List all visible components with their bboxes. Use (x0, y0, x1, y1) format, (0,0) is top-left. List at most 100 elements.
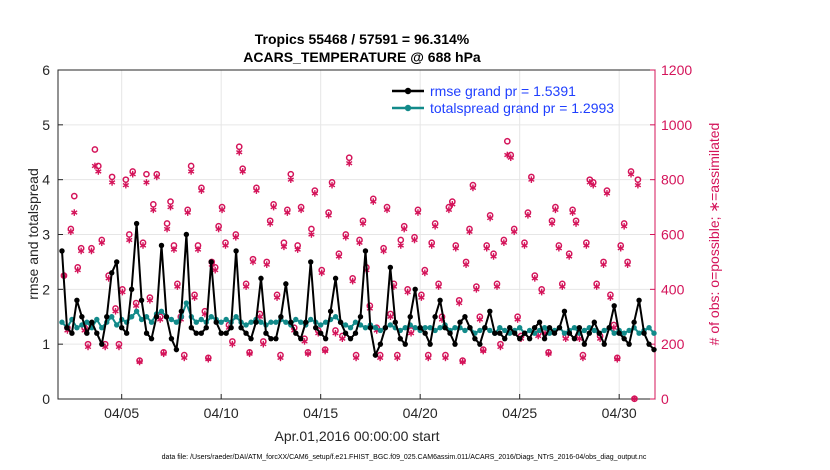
obs-assimilated-point-2 (67, 228, 75, 236)
rmse-point-24 (178, 308, 185, 314)
obs-assimilated-point-62 (273, 294, 281, 301)
obs-assimilated-point-24 (143, 179, 150, 186)
obs-assimilated-point-29 (160, 350, 167, 358)
obs-assimilated-point-117 (462, 261, 470, 268)
obs-assimilated-point-136 (528, 176, 535, 183)
obs-assimilated-point-163 (620, 222, 628, 230)
obs-assimilated-point-53 (242, 283, 250, 290)
chart-title-line-2: ACARS_TEMPERATURE @ 688 hPa (243, 49, 481, 65)
y-tick-label-3: 3 (42, 227, 50, 243)
rmse-point-118 (646, 341, 652, 347)
obs-assimilated-point-95 (387, 313, 394, 321)
rmse-point-33 (223, 330, 229, 336)
obs-assimilated-point-116 (459, 358, 466, 366)
rmse-point-6 (89, 319, 95, 325)
rmse-point-69 (402, 341, 408, 347)
rmse-point-110 (606, 325, 612, 331)
rmse-point-76 (437, 297, 443, 303)
obs-assimilated-point-109 (435, 283, 442, 290)
rmse-point-71 (412, 286, 418, 293)
spread-point-114 (626, 327, 632, 334)
spread-point-63 (372, 325, 379, 331)
spread-point-48 (298, 319, 304, 325)
footer-data-file: data file: /Users/raeder/DAI/ATM_forcXX/… (162, 454, 647, 461)
rmse-point-59 (352, 330, 359, 336)
obs-assimilated-point-143 (552, 206, 559, 214)
rmse-point-52 (317, 330, 324, 336)
rmse-point-108 (596, 330, 602, 336)
rmse-point-104 (576, 325, 583, 331)
rmse-point-31 (213, 319, 219, 325)
spread-point-116 (636, 330, 642, 336)
obs-possible-point-3 (70, 192, 78, 200)
rmse-point-77 (442, 325, 448, 331)
obs-assimilated-point-125 (490, 253, 497, 260)
obs-assimilated-point-54 (246, 350, 253, 358)
obs-assimilated-point-141 (545, 350, 552, 358)
obs-assimilated-point-145 (559, 283, 566, 290)
rmse-point-27 (193, 330, 200, 336)
spread-point-20 (158, 308, 165, 314)
rmse-point-100 (556, 325, 563, 331)
rmse-point-119 (651, 346, 657, 353)
legend-spread-label: totalspread grand pr = 1.2993 (430, 100, 614, 116)
spread-point-8 (99, 325, 105, 331)
obs-possible-point-129 (503, 137, 511, 145)
obs-assimilated-point-21 (132, 302, 140, 310)
rmse-point-5 (84, 330, 90, 336)
grid-lines (58, 70, 655, 399)
rmse-point-98 (546, 325, 553, 331)
spread-point-105 (581, 327, 588, 334)
legend-rmse-marker (404, 87, 412, 95)
spread-point-22 (168, 316, 175, 323)
obs-assimilated-point-114 (452, 244, 459, 252)
obs-assimilated-point-8 (88, 247, 95, 255)
spread-point-109 (601, 327, 607, 334)
rmse-point-102 (566, 330, 573, 336)
obs-assimilated-point-132 (514, 316, 521, 323)
x-tick-label-1: 04/10 (204, 405, 239, 421)
obs-assimilated-point-112 (445, 206, 453, 214)
rmse-point-40 (258, 275, 264, 282)
spread-point-94 (526, 327, 533, 334)
obs-assimilated-point-139 (538, 288, 545, 296)
spread-point-23 (173, 319, 180, 325)
obs-assimilated-point-51 (236, 148, 243, 156)
rmse-point-3 (74, 297, 80, 303)
rmse-point-20 (158, 242, 165, 249)
rmse-point-84 (477, 341, 483, 347)
rmse-point-21 (163, 314, 170, 320)
obs-assimilated-point-75 (318, 269, 325, 277)
obs-assimilated-point-149 (572, 220, 580, 227)
rmse-point-60 (357, 314, 364, 320)
obs-assimilated-point-33 (174, 283, 181, 290)
obs-assimilated-point-122 (480, 347, 487, 355)
obs-assimilated-point-61 (270, 203, 277, 211)
obs-assimilated-point-130 (507, 154, 514, 162)
obs-possible-point-9 (91, 146, 99, 153)
obs-assimilated-point-42 (205, 355, 212, 363)
rmse-point-66 (387, 264, 394, 271)
obs-assimilated-point-100 (404, 288, 411, 296)
spread-point-28 (198, 316, 204, 323)
obs-assimilated-point-86 (356, 239, 363, 247)
rmse-point-37 (243, 330, 249, 336)
spread-point-59 (352, 319, 359, 325)
rmse-point-96 (536, 319, 543, 325)
obs-assimilated-point-126 (493, 283, 501, 290)
rmse-point-28 (198, 330, 204, 336)
spread-point-103 (571, 325, 578, 331)
spread-point-52 (317, 322, 324, 328)
obs-assimilated-point-102 (411, 236, 418, 244)
obs-assimilated-point-32 (170, 246, 178, 253)
obs-assimilated-point-119 (469, 184, 477, 192)
spread-point-89 (502, 327, 508, 334)
spread-point-18 (148, 319, 155, 325)
rmse-point-70 (407, 314, 413, 320)
rmse-point-56 (337, 319, 344, 325)
spread-point-55 (332, 314, 339, 320)
obs-assimilated-point-148 (569, 209, 576, 216)
obs-assimilated-point-83 (346, 159, 353, 167)
spread-point-33 (223, 316, 229, 323)
obs-assimilated-point-142 (548, 220, 556, 227)
